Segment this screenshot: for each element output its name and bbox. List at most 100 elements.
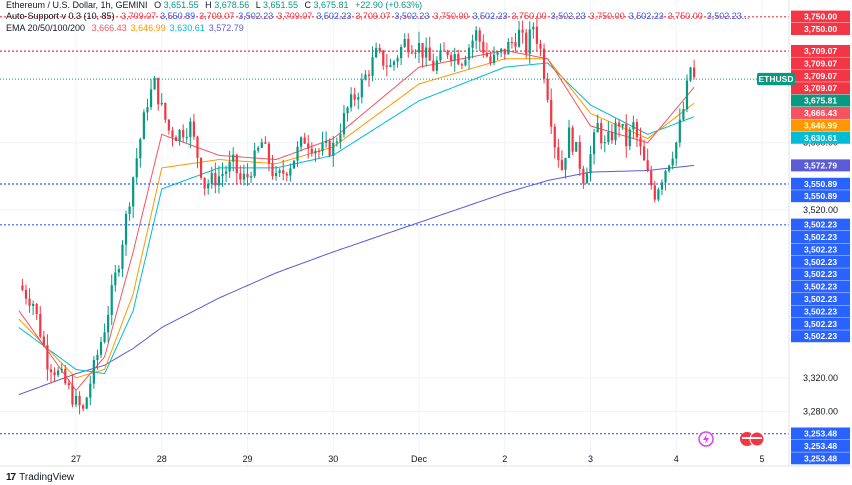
candle-body <box>260 142 263 148</box>
candle-body <box>117 269 120 273</box>
candle-body <box>414 52 417 54</box>
candle-body <box>603 142 606 144</box>
candle-body <box>303 137 306 144</box>
candle-body <box>271 163 274 177</box>
legend-ema-value-3: 3,572.79 <box>209 23 244 33</box>
price-tag-14: 3,502.23 <box>791 218 850 231</box>
candle-body <box>314 150 317 154</box>
candle-body <box>367 74 371 76</box>
legend-support-value-9: 3,502.23 <box>473 11 508 21</box>
candle-body <box>339 134 342 142</box>
price-tag-16: 3,502.23 <box>791 243 850 256</box>
candle-body <box>639 137 642 147</box>
candle-body <box>610 131 614 141</box>
candle-body <box>217 176 221 186</box>
candle-body <box>199 157 203 178</box>
candle-body <box>121 244 124 270</box>
price-tag-label: 3,630.61 <box>804 133 837 143</box>
candle-body <box>32 303 35 306</box>
candle-body <box>521 29 524 33</box>
candle-body <box>164 103 167 120</box>
price-tag-bg <box>791 82 850 95</box>
legend-support-value-11: 3,502.23 <box>551 11 586 21</box>
candle-body <box>160 103 163 105</box>
legend-ema-name: EMA 20/50/100/200 <box>6 23 85 33</box>
candle-body <box>596 122 599 133</box>
candle-body <box>332 142 335 156</box>
symbol-tag-bg <box>757 72 795 86</box>
price-tag-label: 3,502.23 <box>804 232 837 242</box>
candle-body <box>257 147 260 151</box>
legend-support-value-1: 3,550.89 <box>160 11 195 21</box>
price-tag-15: 3,502.23 <box>791 231 850 244</box>
candle-body <box>492 54 496 64</box>
candle-body <box>592 132 596 155</box>
candle-body <box>103 332 106 343</box>
candle-body <box>207 183 210 189</box>
legend-support-value-5: 3,502.23 <box>316 11 351 21</box>
legend-l-value: 3,651.55 <box>263 0 298 10</box>
candle-body <box>557 147 560 161</box>
price-tag-label: 3,750.00 <box>804 12 837 22</box>
candle-body <box>525 32 528 54</box>
candle-body <box>328 140 331 156</box>
candle-body <box>53 372 56 376</box>
candle-body <box>464 59 467 66</box>
price-tag-bg <box>791 452 850 465</box>
candle-body <box>78 395 81 406</box>
candle-body <box>496 52 499 55</box>
flash-event-glyph <box>703 434 709 444</box>
candle-body <box>646 160 649 172</box>
candle-body <box>174 137 178 142</box>
symbol-tag: ETHUSD <box>757 72 795 86</box>
price-tag-8: 3,666.43 <box>791 106 850 119</box>
candle-body <box>375 47 378 58</box>
candle-body <box>585 173 589 184</box>
candle-body <box>385 65 388 67</box>
candle-body <box>307 143 310 149</box>
candle-body <box>228 161 231 172</box>
candle-body <box>346 107 349 114</box>
tradingview-brand[interactable]: 17 TradingView <box>6 472 74 483</box>
price-tag-bg <box>791 427 850 440</box>
price-tag-label: 3,502.23 <box>804 282 837 292</box>
candle-body <box>439 50 442 61</box>
candle-body <box>324 140 328 143</box>
legend-l-label: L <box>256 0 261 10</box>
legend-support-value-10: 3,750.00 <box>512 11 547 21</box>
candle-body <box>232 154 235 162</box>
legend-support-value-7: 3,502.23 <box>394 11 429 21</box>
candle-body <box>628 129 631 147</box>
price-tag-18: 3,502.23 <box>791 268 850 281</box>
candle-body <box>182 129 185 138</box>
legend-support-value-2: 3,709.07 <box>199 11 234 21</box>
candle-body <box>396 58 399 62</box>
candle-body <box>357 97 360 100</box>
candle-body <box>246 173 249 178</box>
candle-body <box>589 154 592 174</box>
candle-body <box>417 43 421 53</box>
candle-body <box>221 173 224 177</box>
candle-body <box>21 285 24 290</box>
candle-body <box>489 56 492 64</box>
candle-body <box>146 107 149 113</box>
price-tag-label: 3,675.81 <box>804 96 837 106</box>
candle-body <box>693 67 696 78</box>
candle-body <box>671 158 674 166</box>
price-tag-12: 3,550.89 <box>791 177 850 190</box>
event-icons[interactable] <box>698 431 765 447</box>
candle-body <box>157 77 160 105</box>
candle-body <box>299 137 303 147</box>
candle-body <box>249 176 253 178</box>
price-tag-label: 3,550.89 <box>804 191 837 201</box>
price-tick-label: 3,520.00 <box>803 205 838 215</box>
legend-support-value-14: 3,750.00 <box>668 11 703 21</box>
time-axis[interactable]: 27 28 29 30 Dec 2 3 4 5 <box>71 454 765 464</box>
price-tag-label: 3,750.00 <box>804 24 837 34</box>
candle-body <box>82 405 85 409</box>
candle-body <box>657 189 660 200</box>
candle-body <box>539 43 542 49</box>
